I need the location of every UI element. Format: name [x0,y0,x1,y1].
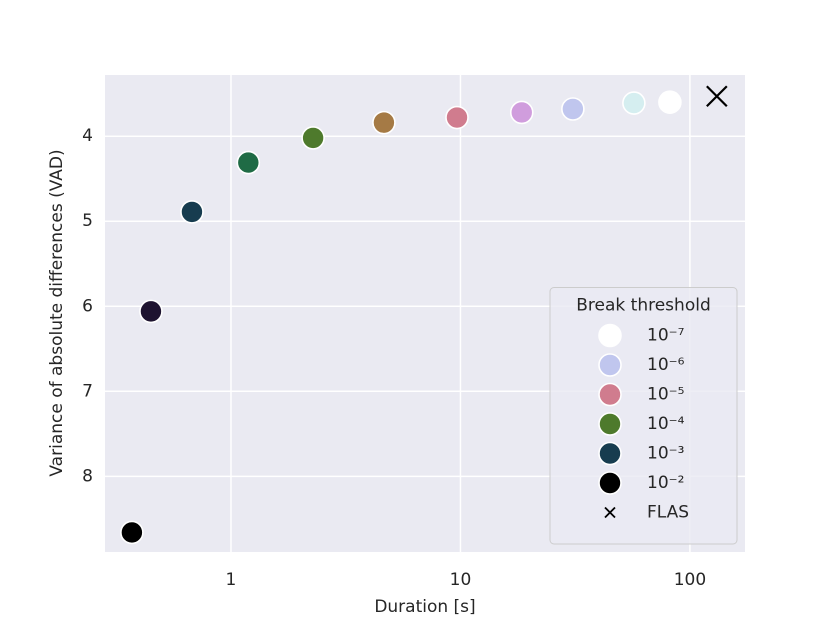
y-axis-label: Variance of absolute differences (VAD) [47,149,67,476]
point [561,97,585,121]
y-tick-label: 4 [82,126,93,146]
legend: Break threshold 10⁻⁷ 10⁻⁶ 10⁻⁵ 10⁻⁴ 10⁻³ 10⁻² F… [549,287,738,545]
legend-box [549,287,738,545]
legend-label: 10⁻⁴ [647,414,685,434]
legend-marker [598,471,622,495]
x-axis-label: Duration [s] [374,597,475,617]
legend-marker [598,441,622,466]
legend-label: 10⁻⁵ [647,385,684,405]
x-tick-label: 1 [226,570,237,590]
legend-label: 10⁻⁶ [647,355,685,375]
y-tick-label: 6 [82,296,93,316]
legend-label: 10⁻³ [647,444,684,464]
point [372,110,396,135]
point [658,90,682,115]
y-tick-label: 7 [82,381,93,401]
x-marker [604,506,616,519]
legend-marker [598,412,622,436]
legend-label: 10⁻² [647,473,684,493]
legend-label: 10⁻⁷ [647,326,685,346]
legend-marker [598,323,622,348]
point [509,100,534,125]
x-tick-label: 100 [674,570,706,590]
x-tick-label: 10 [450,570,472,590]
point [120,520,144,545]
y-tick-label: 8 [82,466,93,486]
point [236,150,261,175]
point [180,200,204,224]
y-tick-label: 5 [82,211,93,231]
legend-marker [598,382,622,407]
point [445,105,469,130]
legend-marker [598,353,622,377]
x-marker [706,85,728,108]
point [622,91,646,115]
legend-title: Break threshold [576,296,710,316]
point [301,126,325,150]
point [139,299,163,324]
legend-label: FLAS [647,503,689,523]
